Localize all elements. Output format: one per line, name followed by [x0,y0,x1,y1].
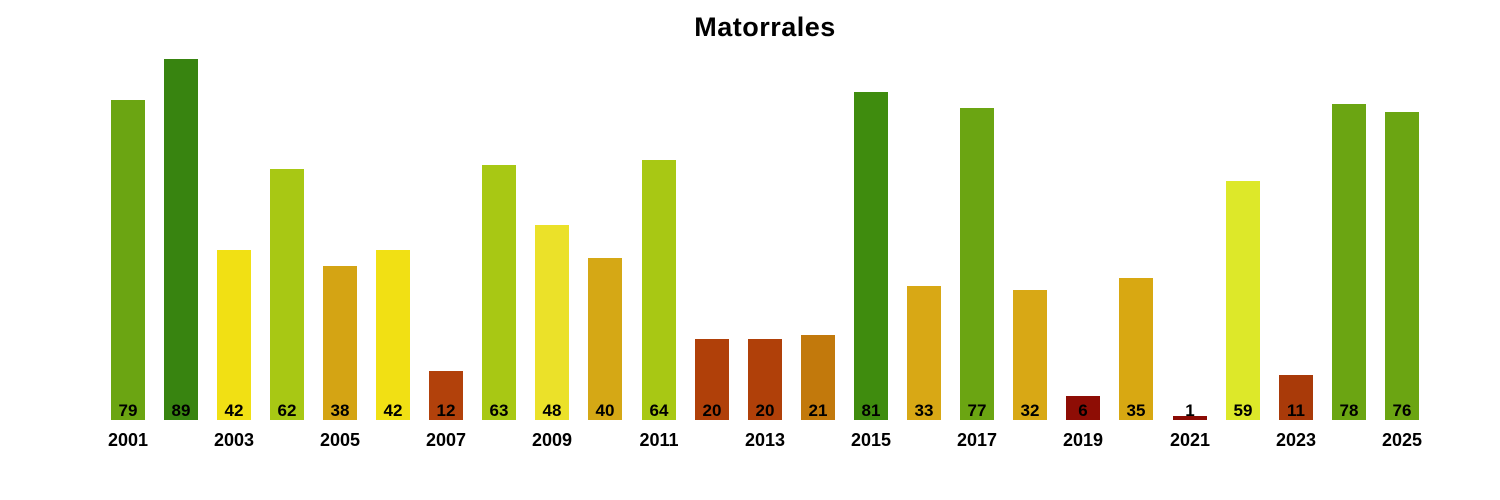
x-tick-label: 2021 [1169,430,1211,450]
bar-2008 [482,165,516,420]
x-tick-label: 2009 [531,430,573,450]
bar-2017 [960,108,994,420]
bar-2018 [1013,290,1047,420]
bar-value-label: 33 [914,401,934,420]
bar-2001 [111,100,145,420]
x-tick-label: 2017 [956,430,998,450]
bar-2025 [1385,112,1419,420]
x-tick-label: 2011 [639,430,679,450]
bar-value-label: 64 [649,401,669,420]
bar-2014 [801,335,835,420]
bar-2021 [1173,416,1207,420]
bar-2016 [907,286,941,420]
bar-2007 [429,371,463,420]
bar-2015 [854,92,888,420]
bar-value-label: 32 [1020,401,1040,420]
bar-value-label: 81 [861,401,881,420]
bar-value-label: 79 [118,401,138,420]
bar-2012 [695,339,729,420]
bar-2004 [270,169,304,420]
bar-value-label: 12 [436,401,456,420]
x-tick-label: 2005 [319,430,361,450]
x-tick-label: 2001 [107,430,149,450]
bar-value-label: 42 [383,401,403,420]
bar-value-label: 38 [330,401,350,420]
bar-value-label: 59 [1233,401,1253,420]
bar-value-label: 89 [171,401,191,420]
bar-2005 [323,266,357,420]
bar-2019 [1066,396,1100,420]
bar-value-label: 76 [1392,401,1412,420]
bar-2003 [217,250,251,420]
bar-value-label: 42 [224,401,244,420]
x-tick-label: 2025 [1381,430,1423,450]
bar-2023 [1279,375,1313,420]
bar-value-label: 35 [1126,401,1146,420]
bar-2010 [588,258,622,420]
chart-title: Matorrales [694,12,836,42]
bar-value-label: 48 [542,401,562,420]
x-tick-label: 2019 [1062,430,1104,450]
x-tick-label: 2007 [425,430,467,450]
bar-value-label: 40 [595,401,615,420]
bar-value-label: 20 [702,401,722,420]
bar-value-label: 1 [1185,401,1195,420]
bar-value-label: 78 [1339,401,1359,420]
bar-2020 [1119,278,1153,420]
bar-value-label: 62 [277,401,297,420]
bar-value-label: 11 [1287,401,1305,420]
bar-value-label: 6 [1078,401,1088,420]
bar-value-label: 21 [808,401,828,420]
x-tick-label: 2023 [1275,430,1317,450]
bar-2011 [642,160,676,420]
x-tick-label: 2003 [213,430,255,450]
bar-2009 [535,225,569,420]
bar-2024 [1332,104,1366,420]
bar-value-label: 77 [967,401,987,420]
x-tick-label: 2013 [744,430,786,450]
bar-value-label: 63 [489,401,509,420]
bar-2006 [376,250,410,420]
x-tick-label: 2015 [850,430,892,450]
bar-value-label: 20 [755,401,775,420]
bar-2022 [1226,181,1260,420]
bar-2002 [164,59,198,420]
bar-2013 [748,339,782,420]
